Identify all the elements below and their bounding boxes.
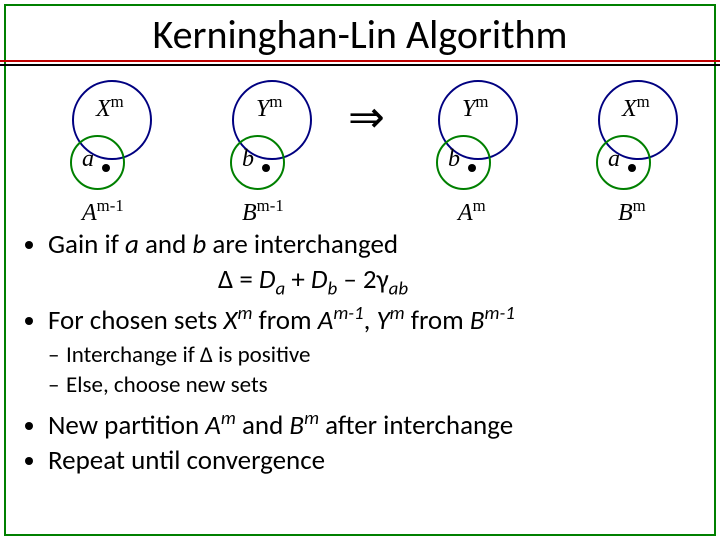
bullet-item: Repeat until convergence bbox=[48, 444, 700, 477]
title-underline-top bbox=[0, 60, 720, 62]
sub-bullet-item: Else, choose new sets bbox=[66, 371, 700, 399]
node-dot bbox=[102, 164, 110, 172]
formula-line: Δ = Da + Db – 2γab bbox=[48, 263, 700, 300]
label-b1: b bbox=[242, 146, 254, 173]
label-Am1: Am-1 bbox=[82, 196, 124, 227]
label-a1: a bbox=[82, 146, 94, 173]
sub-bullet-item: Interchange if Δ is positive bbox=[66, 341, 700, 369]
label-a2: a bbox=[608, 146, 620, 173]
label-Xm1: Xm bbox=[96, 92, 124, 123]
label-Ym2: Ym bbox=[462, 92, 488, 123]
subset-circle bbox=[436, 135, 491, 190]
bullet-item: For chosen sets Xm from Am-1, Ym from Bm… bbox=[48, 302, 700, 399]
slide-title: Kerninghan-Lin Algorithm bbox=[0, 10, 720, 59]
bullet-list: Gain if a and b are interchangedΔ = Da +… bbox=[20, 228, 700, 479]
node-dot bbox=[468, 164, 476, 172]
label-Bm: Bm bbox=[618, 196, 646, 227]
subset-circle bbox=[596, 135, 651, 190]
subset-circle bbox=[230, 135, 285, 190]
bullet-item: Gain if a and b are interchanged bbox=[48, 228, 700, 261]
subset-circle bbox=[70, 135, 125, 190]
bullet-item: New partition Am and Bm after interchang… bbox=[48, 407, 700, 442]
label-b2: b bbox=[448, 146, 460, 173]
label-Am: Am bbox=[458, 196, 486, 227]
label-Xm2: Xm bbox=[622, 92, 650, 123]
title-underline-bottom bbox=[0, 64, 720, 66]
label-Ym1: Ym bbox=[256, 92, 282, 123]
node-dot bbox=[262, 164, 270, 172]
node-dot bbox=[628, 164, 636, 172]
label-Bm1: Bm-1 bbox=[242, 196, 284, 227]
implies-arrow: ⇒ bbox=[348, 92, 385, 143]
